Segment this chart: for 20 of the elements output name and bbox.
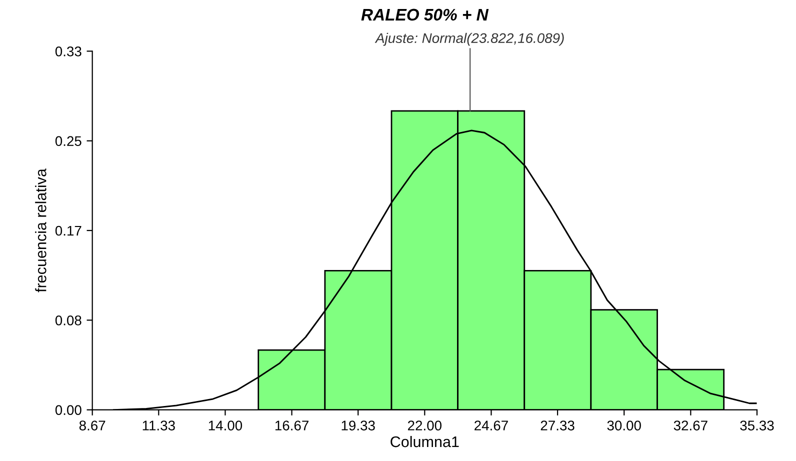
x-tick-label: 16.67 (275, 420, 308, 430)
x-tick-label: 24.67 (474, 420, 508, 430)
y-tick-label: 0.08 (55, 316, 82, 326)
chart-title: RALEO 50% + N (361, 8, 489, 21)
x-tick-label: 22.00 (408, 420, 442, 430)
x-tick-label: 8.67 (79, 420, 106, 430)
x-tick-label: 30.00 (607, 420, 641, 430)
y-tick-label: 0.17 (55, 226, 82, 236)
x-tick-label: 19.33 (342, 420, 375, 430)
y-tick-label: 0.25 (55, 136, 82, 146)
x-tick-label: 11.33 (142, 420, 175, 430)
x-tick-label: 27.33 (540, 420, 574, 430)
y-tick-label: 0.00 (55, 405, 82, 415)
y-axis-title: frecuencia relativa (35, 168, 46, 292)
y-tick-label: 0.33 (55, 46, 82, 56)
x-tick-label: 35.33 (740, 420, 774, 430)
annotation: Ajuste: Normal(23.822,16.089) (374, 32, 564, 46)
x-tick-label: 14.00 (208, 420, 242, 430)
x-tick-label: 32.67 (674, 420, 708, 430)
x-axis-title: Columna1 (390, 436, 459, 448)
